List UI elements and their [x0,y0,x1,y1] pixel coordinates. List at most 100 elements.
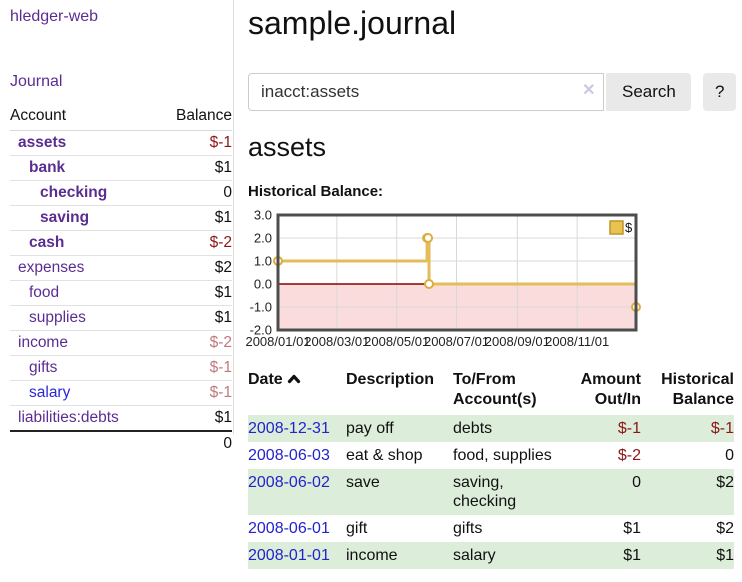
col-amount: Amount Out/In [580,371,641,408]
col-balance: Historical Balance [661,371,734,408]
y-axis-tick: 2.0 [254,231,272,246]
transaction-description: save [346,474,380,491]
account-row: checking 0 [10,180,232,206]
transaction-date-link[interactable]: 2008-06-03 [248,447,330,464]
account-balance: $1 [156,205,232,231]
y-axis-tick: 1.0 [254,254,272,269]
transaction-description: pay off [346,420,394,437]
transaction-amount: $-1 [617,420,641,437]
account-balance: $1 [156,405,232,432]
sort-ascending-icon [287,374,300,384]
account-link[interactable]: saving [40,209,90,226]
transactions-table: Date Description To/From Account(s) Amou… [248,368,734,569]
col-description: Description [346,371,435,388]
app-brand-link[interactable]: hledger-web [10,8,99,25]
account-row: bank $1 [10,155,232,181]
transaction-accounts: food, supplies [453,447,552,464]
transaction-date-link[interactable]: 2008-06-01 [248,520,330,537]
y-axis-tick: -1.0 [250,300,272,315]
transaction-description: gift [346,520,368,537]
account-balance: $-1 [156,355,232,381]
sidebar: hledger-web Journal Account Balance asse… [10,0,232,456]
account-row: income $-2 [10,330,232,356]
transaction-amount: $1 [623,520,641,537]
transactions-rows: 2008-12-31 pay off debts $-1 $-1 2008-06-03 ea… [248,415,734,569]
account-row: supplies $1 [10,305,232,331]
transaction-balance: $2 [716,474,734,491]
account-link[interactable]: salary [29,384,71,401]
transaction-amount: $1 [623,547,641,564]
account-link[interactable]: liabilities:debts [18,409,119,426]
accounts-total-balance: 0 [156,430,232,456]
account-heading: assets [248,132,327,162]
account-balance: $2 [156,255,232,281]
account-link[interactable]: checking [40,184,108,201]
account-link[interactable]: gifts [29,359,58,376]
account-balance: $-1 [156,380,232,406]
transaction-date-link[interactable]: 2008-12-31 [248,420,330,437]
data-point-marker [423,233,434,243]
transactions-header-row: Date Description To/From Account(s) Amou… [248,368,734,415]
account-link[interactable]: bank [29,159,66,176]
search-button[interactable]: Search [606,73,692,111]
transaction-balance: $2 [716,520,734,537]
account-link[interactable]: supplies [29,309,86,326]
transaction-balance: $1 [716,547,734,564]
transaction-row: 2008-06-02 save saving, checking 0 $2 [248,469,734,515]
sidebar-item-journal[interactable]: Journal [10,73,63,90]
data-point-marker [424,279,435,289]
account-balance: $-1 [156,130,232,156]
account-balance: 0 [156,180,232,206]
account-balance: $1 [156,155,232,181]
account-row: assets $-1 [10,130,232,156]
account-row: food $1 [10,280,232,306]
transaction-balance: $-1 [710,420,734,437]
page-title: sample.journal [248,5,457,41]
account-row: liabilities:debts $1 [10,405,232,432]
account-link[interactable]: income [18,334,68,351]
transaction-date-link[interactable]: 2008-01-01 [248,547,330,564]
account-balance: $1 [156,305,232,331]
accounts-col-balance: Balance [156,104,232,131]
search-form: ✕ Search ? [248,73,736,111]
account-link[interactable]: food [29,284,60,301]
y-axis-tick: -2.0 [250,323,272,338]
search-input[interactable] [248,73,605,111]
account-row: gifts $-1 [10,355,232,381]
clear-search-icon[interactable]: ✕ [582,82,596,99]
historical-balance-label: Historical Balance: [248,183,384,200]
legend-label: $ [625,220,633,235]
transaction-accounts: salary [453,547,496,564]
x-axis-tick: 2008/07/01 [424,334,489,349]
transaction-balance: 0 [725,447,734,464]
transaction-description: eat & shop [346,447,423,464]
transaction-amount: 0 [632,474,641,491]
account-link[interactable]: assets [18,134,67,151]
transaction-row: 2008-06-03 eat & shop food, supplies $-2 0 [248,442,734,469]
account-balance: $-2 [156,330,232,356]
y-axis-tick: 0.0 [254,277,272,292]
historical-balance-chart: $3.0 2.0 1.0 0.0 -1.0 -2.02008/01/012008/03/0… [245,208,641,349]
transaction-row: 2008-12-31 pay off debts $-1 $-1 [248,415,734,442]
y-axis-tick: 3.0 [254,208,272,223]
account-link[interactable]: cash [29,234,65,251]
legend-swatch [609,220,624,235]
transaction-accounts: gifts [453,520,483,537]
col-accounts: To/From Account(s) [453,371,537,408]
help-button[interactable]: ? [703,73,736,111]
account-link[interactable]: expenses [18,259,85,276]
transaction-row: 2008-06-01 gift gifts $1 $2 [248,515,734,542]
main-content: sample.journal ✕ Search ? assets Histori… [245,0,736,569]
account-row: expenses $2 [10,255,232,281]
transaction-row: 2008-01-01 income salary $1 $1 [248,542,734,569]
sidebar-divider [233,0,234,434]
x-axis-tick: 2008/09/01 [485,334,550,349]
transaction-date-link[interactable]: 2008-06-02 [248,474,330,491]
account-row: saving $1 [10,205,232,231]
col-date[interactable]: Date [248,368,346,415]
transaction-description: income [346,547,398,564]
accounts-col-account: Account [10,104,157,131]
transaction-accounts: debts [453,420,493,437]
accounts-total-row: 0 [10,430,232,456]
account-balance: $1 [156,280,232,306]
